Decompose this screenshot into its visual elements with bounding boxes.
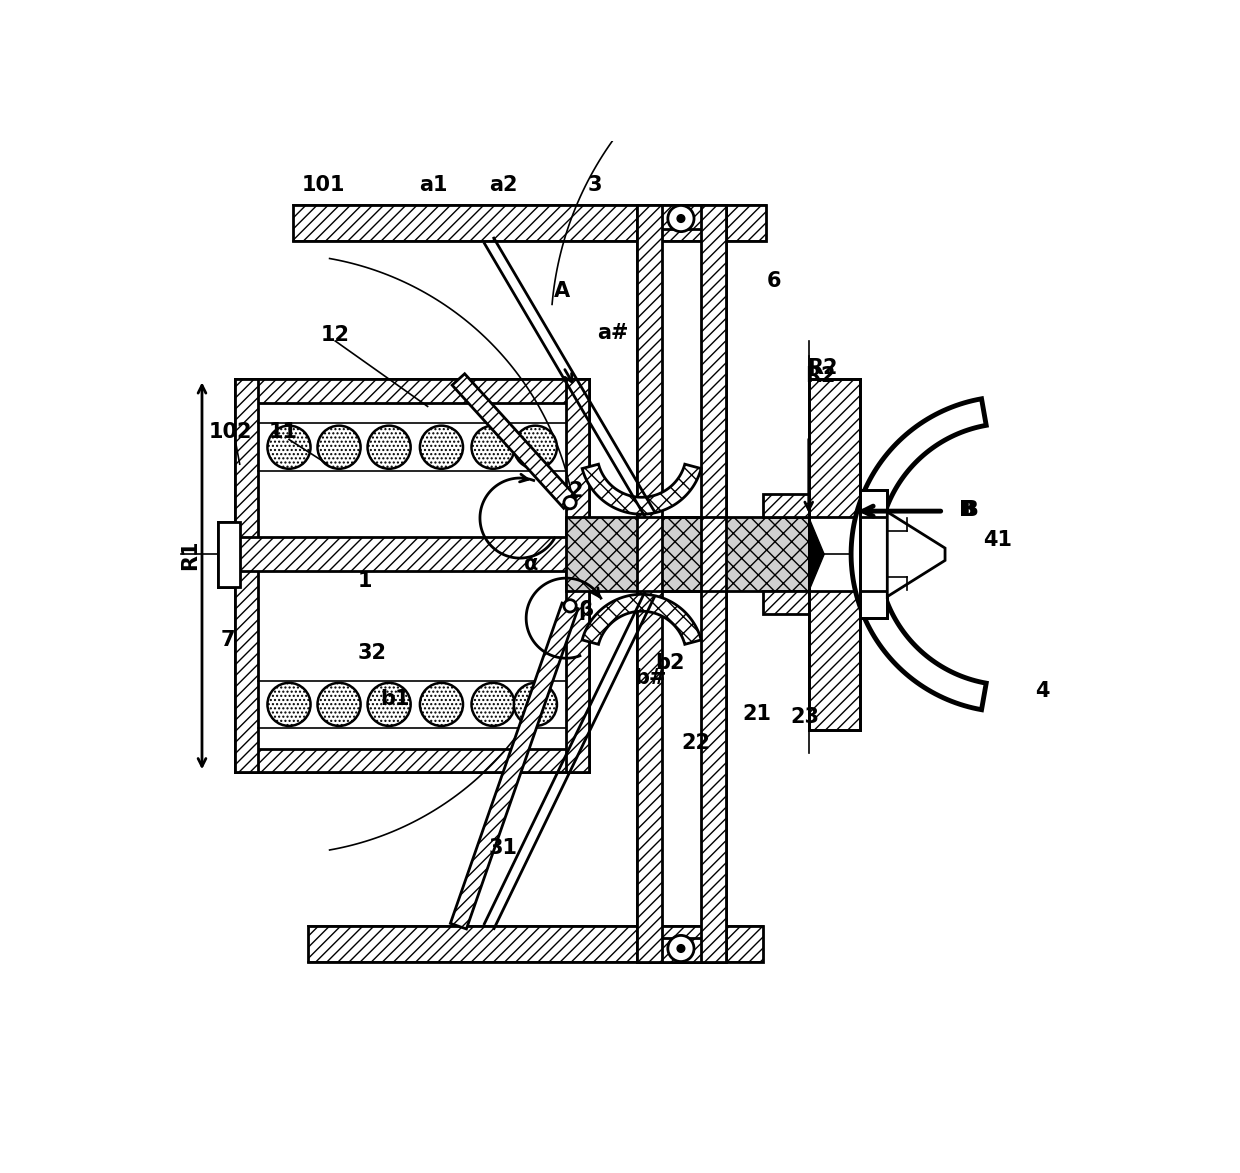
Text: b1: b1 bbox=[381, 689, 410, 708]
Text: α: α bbox=[525, 555, 538, 575]
Circle shape bbox=[668, 935, 694, 962]
Text: a#: a# bbox=[596, 324, 629, 344]
Circle shape bbox=[471, 426, 515, 469]
Circle shape bbox=[317, 683, 361, 726]
Circle shape bbox=[564, 496, 577, 509]
Polygon shape bbox=[582, 595, 701, 644]
Circle shape bbox=[668, 205, 694, 231]
Circle shape bbox=[420, 426, 463, 469]
Text: 22: 22 bbox=[681, 733, 711, 753]
Bar bbox=[567, 379, 589, 772]
Bar bbox=[236, 537, 589, 571]
Circle shape bbox=[677, 215, 684, 223]
Bar bbox=[236, 379, 258, 772]
Circle shape bbox=[367, 426, 410, 469]
Text: β: β bbox=[578, 601, 593, 621]
Text: R1: R1 bbox=[180, 540, 200, 570]
Circle shape bbox=[268, 426, 310, 469]
Text: 2: 2 bbox=[568, 481, 583, 501]
Bar bbox=[763, 591, 808, 615]
Bar bbox=[218, 522, 239, 586]
Circle shape bbox=[268, 683, 310, 726]
Text: B: B bbox=[962, 500, 978, 520]
Text: 12: 12 bbox=[321, 325, 350, 345]
Circle shape bbox=[367, 683, 410, 726]
Polygon shape bbox=[851, 399, 986, 710]
Circle shape bbox=[677, 944, 684, 952]
Bar bbox=[701, 204, 725, 962]
Text: 31: 31 bbox=[489, 838, 517, 857]
Text: 32: 32 bbox=[357, 643, 387, 663]
Text: 6: 6 bbox=[766, 271, 781, 291]
Circle shape bbox=[317, 426, 361, 469]
Text: R2: R2 bbox=[805, 366, 836, 386]
Text: 7: 7 bbox=[221, 630, 234, 650]
Polygon shape bbox=[453, 374, 577, 508]
Circle shape bbox=[513, 683, 557, 726]
Circle shape bbox=[513, 426, 557, 469]
Bar bbox=[637, 204, 725, 229]
Circle shape bbox=[564, 599, 577, 612]
Text: 3: 3 bbox=[588, 176, 601, 196]
Text: 11: 11 bbox=[268, 422, 298, 442]
Bar bbox=[236, 379, 589, 402]
Circle shape bbox=[420, 683, 463, 726]
Text: 21: 21 bbox=[743, 705, 771, 725]
Text: 41: 41 bbox=[983, 530, 1012, 550]
Text: a1: a1 bbox=[419, 176, 448, 196]
Polygon shape bbox=[808, 555, 825, 591]
Bar bbox=[567, 517, 808, 591]
Text: 4: 4 bbox=[1035, 682, 1049, 701]
Bar bbox=[637, 937, 725, 962]
Bar bbox=[808, 379, 861, 517]
Text: B: B bbox=[959, 500, 976, 520]
Polygon shape bbox=[582, 465, 701, 514]
Polygon shape bbox=[450, 603, 578, 929]
Bar bbox=[293, 204, 766, 240]
Text: R2: R2 bbox=[807, 358, 838, 378]
Circle shape bbox=[471, 683, 515, 726]
Text: b2: b2 bbox=[656, 653, 684, 673]
Text: a2: a2 bbox=[489, 176, 517, 196]
Bar bbox=[861, 490, 888, 618]
Polygon shape bbox=[808, 517, 825, 555]
Text: A: A bbox=[554, 280, 570, 301]
Text: 101: 101 bbox=[301, 176, 346, 196]
Bar bbox=[808, 591, 861, 730]
Bar bbox=[309, 927, 763, 962]
Bar bbox=[637, 204, 662, 962]
Text: 102: 102 bbox=[208, 422, 252, 442]
Bar bbox=[763, 494, 808, 517]
Text: 1: 1 bbox=[357, 571, 372, 591]
Text: b#: b# bbox=[635, 669, 667, 689]
Text: 23: 23 bbox=[790, 706, 820, 727]
Polygon shape bbox=[888, 511, 945, 597]
Bar bbox=[236, 750, 589, 772]
